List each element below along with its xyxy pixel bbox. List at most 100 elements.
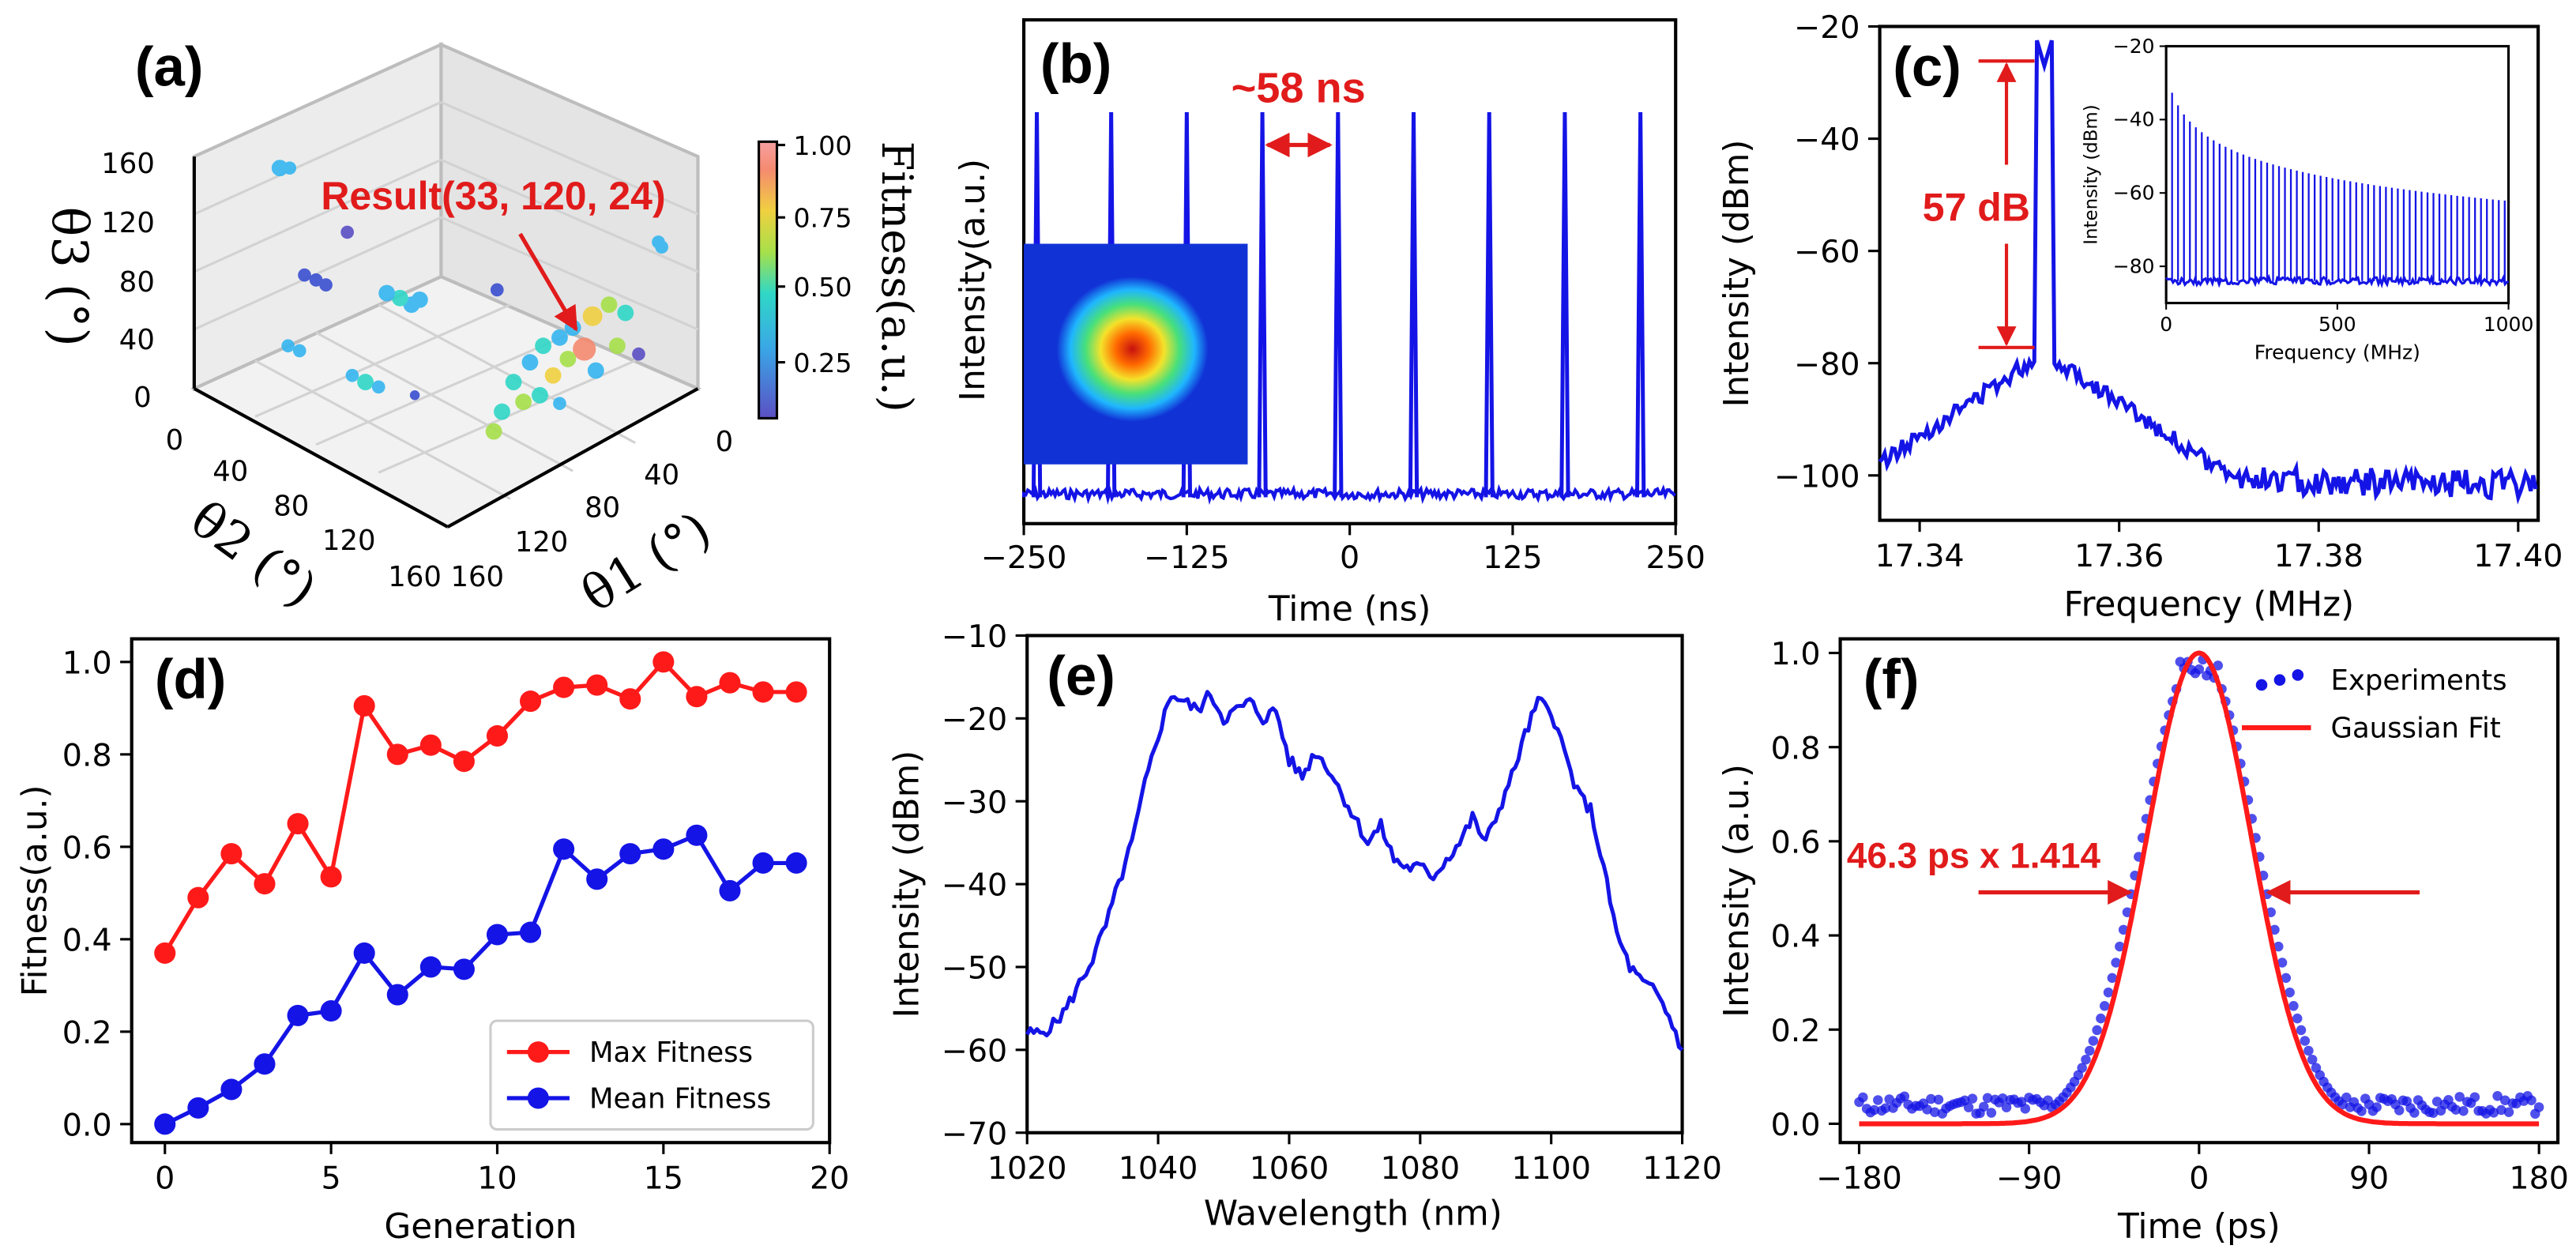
x-tick-label: 1120 (1642, 1150, 1722, 1187)
y-tick-label: 0.0 (62, 1107, 112, 1143)
y-tick-label: −10 (942, 619, 1008, 655)
experiment-point (2115, 941, 2125, 952)
y-tick-label: −40 (942, 867, 1008, 904)
pulse (1484, 111, 1495, 498)
panel-b: ~58 ns (b) −250 −125 0 125 250 Time (ns) Int… (953, 18, 1705, 630)
x-ticks-b: −250 −125 0 125 250 (981, 523, 1705, 576)
inset-y-tick-label: −20 (2113, 35, 2155, 58)
experiment-point (2428, 1108, 2439, 1118)
experiment-point (2496, 1104, 2506, 1116)
colorbar-title: Fitness(a.u.) (872, 141, 922, 412)
experiment-point (2356, 1106, 2367, 1116)
data-point (220, 1078, 243, 1101)
snr-annotation: 57 dB (1923, 185, 2030, 229)
experiment-point (1884, 1094, 1894, 1104)
legend-marker-experiments (2255, 679, 2268, 691)
experiment-point (1922, 1104, 1932, 1115)
pane-grid (194, 100, 699, 500)
experiment-point (2111, 958, 2121, 968)
data-point (586, 868, 608, 890)
y-tick-label: 0.6 (1771, 824, 1821, 860)
data-point (486, 924, 509, 946)
experiment-point (2213, 660, 2224, 671)
x-axis-line (446, 387, 699, 529)
y-tick-label: 0.8 (62, 737, 112, 773)
y-axis-title-e: Intensity (dBm) (887, 751, 927, 1018)
rf-spectrum-line (1878, 40, 2538, 505)
pulse (1333, 111, 1344, 498)
experiment-point (2281, 973, 2292, 984)
experiment-point (2311, 1063, 2322, 1073)
x-tick-label: −180 (1816, 1161, 1902, 1197)
y-tick-label: 0.4 (1771, 919, 1821, 955)
x-axis-title-c: Frequency (MHz) (2063, 584, 2354, 624)
period-annotation: ~58 ns (1232, 64, 1366, 111)
experiment-point (2300, 1036, 2311, 1046)
result-annotation: Result(33, 120, 24) (321, 174, 665, 218)
z-tick-label: 40 (119, 324, 155, 356)
experiment-point (2533, 1102, 2544, 1112)
x-tick-label: 120 (515, 526, 569, 559)
experiment-point (2043, 1095, 2053, 1105)
panel-label-c: (c) (1893, 36, 1961, 99)
panel-label-d: (d) (155, 649, 226, 711)
experiment-point (2073, 1070, 2084, 1081)
x-axis-title-d: Generation (384, 1206, 577, 1247)
ticks-e: 1020 1040 1060 1080 1100 1120 −70 −60 −50 −40 −30 −… (942, 619, 1722, 1187)
experiment-point (2292, 1013, 2303, 1024)
y-tick-label: 0.8 (1771, 730, 1821, 766)
y-axis-title-d: Fitness(a.u.) (14, 785, 55, 996)
fwhm-annotation: 46.3 ps x 1.414 (1847, 835, 2101, 875)
plot-frame-d (130, 637, 832, 1145)
x-tick-label: 0 (155, 1161, 175, 1197)
inset-y-title: Intensity (dBm) (2081, 104, 2102, 244)
y-tick-label: 0.4 (62, 922, 112, 958)
legend-marker-experiments (2273, 674, 2286, 687)
y-axis-title-f: Intensity (a.u.) (1717, 764, 1757, 1018)
experiment-point (2270, 924, 2280, 935)
data-point (785, 681, 807, 703)
y-tick-label: −80 (1794, 346, 1860, 382)
pulse (1257, 111, 1268, 498)
panel-e: 1020 1040 1060 1080 1100 1120 −70 −60 −50 −40 −30 −… (887, 619, 1722, 1233)
baseline-noise (1021, 484, 1676, 505)
experiment-point (2303, 1045, 2314, 1056)
panel-label-a: (a) (135, 36, 204, 99)
experiment-points (1854, 654, 2544, 1119)
data-point (520, 921, 542, 943)
panel-a: Result(33, 120, 24) (a) 0 40 80 120 160 … (41, 36, 922, 624)
data-point (619, 688, 641, 710)
z-tick-label: 160 (101, 148, 155, 180)
inset-ticks: 0 500 1000 −80 −60 −40 −20 (2113, 35, 2534, 336)
y-tick-label: −30 (942, 785, 1008, 821)
experiment-point (1997, 1093, 2008, 1104)
y-tick-label: 160 (388, 561, 442, 593)
x-tick-label: 40 (644, 459, 679, 491)
y-tick-label: 0.2 (1771, 1013, 1821, 1049)
pulse (1408, 111, 1420, 498)
experiment-point (1963, 1102, 1974, 1112)
experiment-point (1880, 1103, 1891, 1113)
colorbar (758, 140, 779, 420)
experiment-point (1982, 1093, 1993, 1104)
experiment-point (2088, 1036, 2099, 1046)
experiment-point (1967, 1093, 1978, 1104)
z-tick-label: 120 (101, 207, 155, 239)
experiment-point (2118, 924, 2129, 935)
inset-x-tick-label: 500 (2318, 313, 2356, 336)
experiment-point (2077, 1063, 2087, 1073)
y-tick-label: 40 (212, 456, 248, 488)
legend-label-experiments: Experiments (2331, 664, 2507, 697)
experiment-point (2341, 1092, 2352, 1103)
data-point (520, 690, 542, 713)
inset-x-title: Frequency (MHz) (2254, 341, 2420, 363)
data-point (652, 838, 675, 860)
data-point (486, 724, 509, 747)
experiment-point (2450, 1104, 2461, 1115)
experiment-point (2103, 987, 2114, 998)
y-axis-title-b: Intensity(a.u.) (953, 159, 993, 401)
experiment-point (1929, 1107, 1940, 1117)
x-tick-label: 1060 (1250, 1150, 1329, 1187)
x-axis-title-f: Time (ps) (2117, 1206, 2281, 1247)
legend-label-fit: Gaussian Fit (2331, 713, 2501, 745)
